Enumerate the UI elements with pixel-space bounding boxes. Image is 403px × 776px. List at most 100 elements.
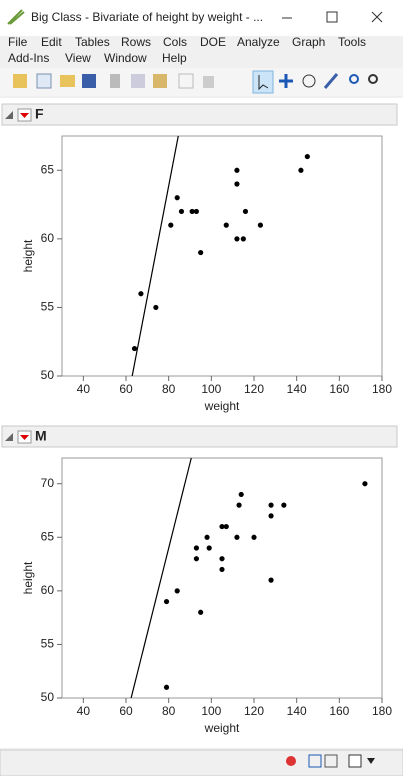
x-axis-label: weight <box>204 721 240 735</box>
tool-selected[interactable] <box>252 70 274 94</box>
y-tick-label: 50 <box>41 690 55 704</box>
data-point <box>163 598 170 605</box>
x-tick-label: 140 <box>287 704 307 718</box>
menu-item[interactable]: Rows <box>121 35 151 49</box>
menu-item[interactable]: File <box>8 35 28 49</box>
data-point <box>131 345 138 352</box>
status-icon[interactable] <box>367 758 375 764</box>
red-triangle <box>20 113 29 118</box>
disclosure <box>5 111 13 119</box>
status-icon[interactable] <box>286 756 296 766</box>
data-point <box>251 534 257 540</box>
menu-item[interactable]: Add-Ins <box>8 51 49 65</box>
x-tick-label: 180 <box>372 704 392 718</box>
menu-item[interactable]: Help <box>162 51 187 65</box>
status-icon[interactable] <box>324 754 338 768</box>
data-point <box>304 153 310 160</box>
tool-icon[interactable] <box>110 74 120 88</box>
x-tick-label: 100 <box>201 382 221 396</box>
menu-item[interactable]: Tools <box>338 35 366 49</box>
data-point <box>198 249 204 256</box>
menu-item[interactable]: Tables <box>75 35 110 49</box>
x-tick-label: 100 <box>201 704 221 718</box>
data-point <box>219 566 225 573</box>
x-tick-label: 140 <box>287 382 307 396</box>
y-tick-label: 65 <box>41 162 55 176</box>
section-header <box>1 103 398 126</box>
data-point <box>193 208 199 215</box>
plot-frame <box>61 457 383 699</box>
x-tick-label: 120 <box>244 382 264 396</box>
data-point <box>236 502 242 508</box>
x-tick-label: 180 <box>372 382 392 396</box>
data-point <box>174 588 180 594</box>
tool-icon[interactable] <box>203 76 214 88</box>
data-point <box>193 545 199 551</box>
data-point <box>268 502 274 508</box>
data-point <box>242 208 249 215</box>
tool-icon[interactable] <box>323 73 339 89</box>
tool-icon[interactable] <box>368 74 378 84</box>
y-tick-label: 55 <box>41 637 55 651</box>
data-point <box>223 523 229 530</box>
tool-icon[interactable] <box>349 74 359 84</box>
y-tick-label: 60 <box>41 231 55 245</box>
section-title: F <box>35 106 44 122</box>
app-icon <box>7 9 25 25</box>
data-point <box>268 577 274 583</box>
x-axis-label: weight <box>204 399 240 413</box>
data-point <box>198 609 204 615</box>
maximize[interactable] <box>326 11 338 23</box>
x-tick-label: 120 <box>244 704 264 718</box>
x-tick-label: 80 <box>162 382 176 396</box>
menu-item[interactable]: Graph <box>292 35 325 49</box>
tool-icon[interactable] <box>279 74 293 88</box>
y-axis-label: height <box>21 239 35 272</box>
section-title: M <box>35 428 47 444</box>
data-point <box>138 291 144 297</box>
data-point <box>219 523 225 530</box>
arrow-tool <box>258 75 269 91</box>
menu-item[interactable]: Cols <box>163 35 187 49</box>
data-point <box>193 556 199 562</box>
y-tick-label: 70 <box>41 476 55 490</box>
status-icon[interactable] <box>308 754 322 768</box>
disclosure <box>5 433 13 441</box>
data-point <box>234 167 240 173</box>
close[interactable] <box>371 11 383 23</box>
data-point <box>153 304 159 311</box>
x-tick-label: 160 <box>329 382 349 396</box>
y-axis-label: height <box>21 561 35 594</box>
tool-icon[interactable] <box>178 73 194 89</box>
tool-icon[interactable] <box>13 74 27 88</box>
status-bar <box>0 749 403 776</box>
tool-icon[interactable] <box>82 74 96 88</box>
data-point <box>362 481 368 487</box>
tool-icon[interactable] <box>60 75 75 87</box>
menu-item[interactable]: Analyze <box>237 35 280 49</box>
status-icon[interactable] <box>348 754 362 768</box>
tool-icon[interactable] <box>131 74 145 88</box>
data-point <box>219 556 225 562</box>
menu-item[interactable]: DOE <box>200 35 226 49</box>
data-point <box>206 545 212 551</box>
menu-item[interactable]: Edit <box>41 35 62 49</box>
menu-item[interactable]: View <box>65 51 91 65</box>
data-point <box>234 534 240 540</box>
data-point <box>204 534 210 540</box>
x-tick-label: 160 <box>329 704 349 718</box>
tool-icon[interactable] <box>36 73 52 89</box>
data-point <box>223 222 229 228</box>
tool-icon[interactable] <box>302 74 316 88</box>
data-point <box>268 513 274 519</box>
fit-line <box>130 458 192 698</box>
menu-item[interactable]: Window <box>104 51 147 65</box>
data-point <box>281 502 287 508</box>
red-triangle <box>20 435 29 440</box>
data-point <box>178 208 185 215</box>
data-point <box>168 222 174 228</box>
x-tick-label: 80 <box>162 704 176 718</box>
data-point <box>234 236 240 242</box>
tool-icon[interactable] <box>153 74 167 88</box>
